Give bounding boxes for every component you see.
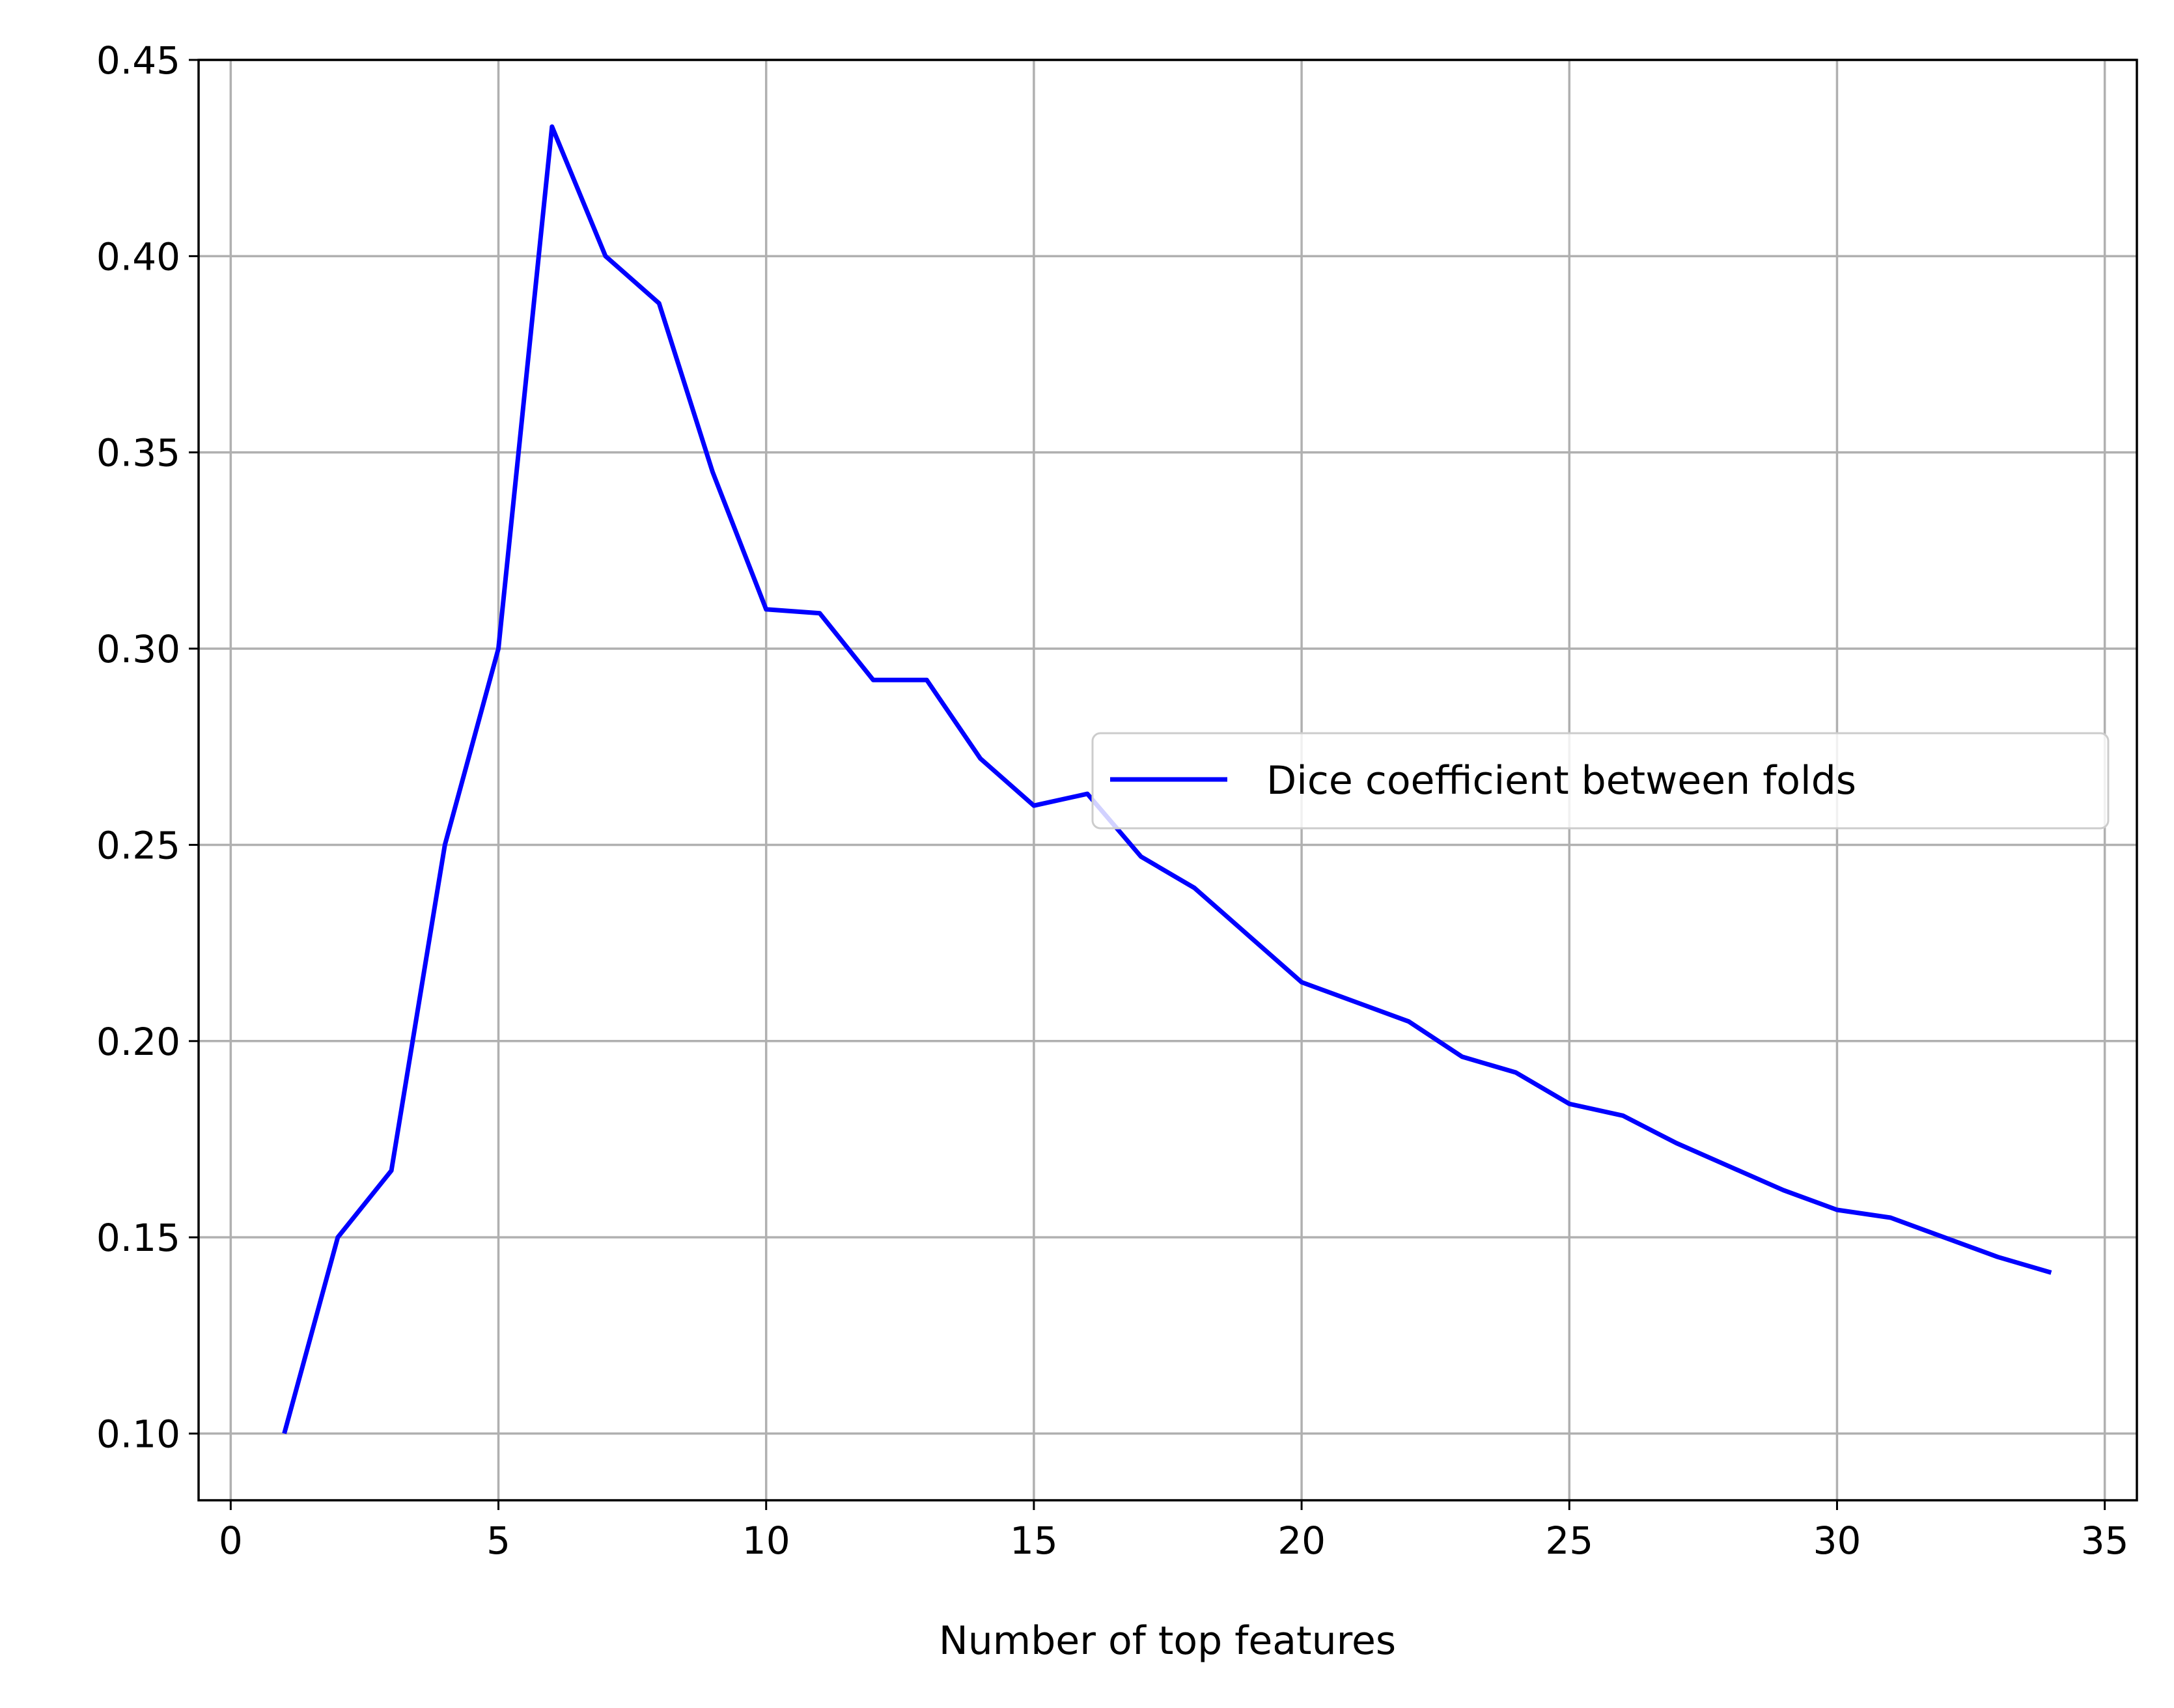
x-tick-label: 20	[1277, 1519, 1326, 1563]
x-tick-label: 15	[1010, 1519, 1058, 1563]
x-tick-label: 10	[742, 1519, 790, 1563]
legend-label: Dice coefficient between folds	[1266, 758, 1856, 804]
y-tick-label: 0.35	[96, 431, 180, 475]
legend-box	[1091, 732, 2110, 830]
y-tick-label: 0.45	[96, 38, 180, 83]
y-tick-label: 0.10	[96, 1412, 180, 1457]
x-tick-label: 0	[219, 1519, 243, 1563]
y-tick-label: 0.25	[96, 823, 180, 867]
series-line	[282, 124, 2052, 1435]
legend: Dice coefficient between folds	[1091, 732, 2110, 830]
x-tick-label: 5	[486, 1519, 510, 1563]
series-layer	[282, 124, 2052, 1435]
ticks-layer: 0 5 10 15 20 25 30 35 0.10 0.15 0.20 0.25 0.30 0.35 0.…	[96, 38, 2129, 1563]
x-tick-label: 35	[2081, 1519, 2129, 1563]
y-tick-label: 0.20	[96, 1020, 180, 1064]
plot-frame	[197, 59, 2138, 1502]
x-axis-label: Number of top features	[939, 1618, 1396, 1664]
y-tick-label: 0.30	[96, 627, 180, 671]
x-tick-label: 25	[1545, 1519, 1593, 1563]
y-tick-label: 0.15	[96, 1216, 180, 1260]
x-tick-label: 30	[1813, 1519, 1861, 1563]
y-tick-label: 0.40	[96, 234, 180, 279]
